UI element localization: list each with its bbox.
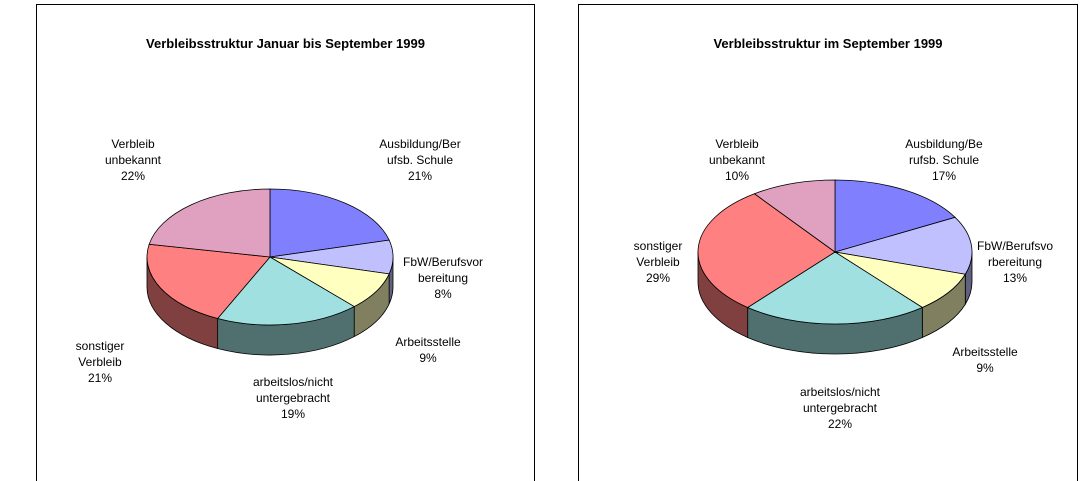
- value-label: 8%: [434, 287, 452, 301]
- slice: [146, 243, 271, 319]
- data-label: FbW/Berufsvor bereitung 8%: [403, 254, 483, 302]
- category-label: arbeitslos/nicht untergebracht: [252, 375, 334, 405]
- category-label: Ausbildung/Ber ufsb. Schule: [379, 137, 461, 167]
- value-label: 22%: [827, 417, 853, 431]
- value-label: 19%: [280, 407, 306, 421]
- category-label: sonstiger Verbleib: [75, 339, 125, 369]
- data-label: Ausbildung/Ber ufsb. Schule 21%: [379, 136, 460, 184]
- chart-frame: [36, 4, 535, 481]
- data-label: sonstiger Verbleib 29%: [634, 238, 683, 286]
- slice: [834, 216, 973, 275]
- category-label: sonstiger Verbleib: [633, 239, 683, 269]
- value-label: 21%: [407, 169, 433, 183]
- slice: [269, 188, 390, 258]
- data-label: FbW/Berufsvo rbereitung 13%: [977, 238, 1053, 286]
- chart-title: Verbleibsstruktur im September 1999: [713, 36, 943, 51]
- category-label: FbW/Berufsvo rbereitung: [976, 239, 1054, 269]
- data-label: Arbeitsstelle 9%: [395, 334, 460, 366]
- category-label: Ausbildung/Be rufsb. Schule: [905, 137, 983, 167]
- slice: [697, 193, 836, 308]
- category-label: arbeitslos/nicht untergebracht: [799, 385, 881, 415]
- data-label: arbeitslos/nicht untergebracht 19%: [253, 374, 333, 422]
- value-label: 9%: [976, 361, 994, 375]
- data-label: Verbleib unbekannt 10%: [709, 136, 765, 184]
- slice: [148, 188, 271, 258]
- slice: [834, 179, 956, 253]
- category-label: Arbeitsstelle: [952, 345, 1018, 359]
- value-label: 22%: [120, 169, 146, 183]
- data-label: sonstiger Verbleib 21%: [76, 338, 125, 386]
- value-label: 21%: [87, 371, 113, 385]
- category-label: FbW/Berufsvor bereitung: [402, 255, 484, 285]
- category-label: Arbeitsstelle: [395, 335, 461, 349]
- data-label: arbeitslos/nicht untergebracht 22%: [800, 384, 880, 432]
- value-label: 13%: [1002, 271, 1028, 285]
- value-label: 29%: [645, 271, 671, 285]
- slice: [216, 256, 356, 326]
- chart-title: Verbleibsstruktur Januar bis September 1…: [146, 36, 425, 51]
- category-label: Verbleib unbekannt: [708, 137, 766, 167]
- data-label: Ausbildung/Be rufsb. Schule 17%: [905, 136, 982, 184]
- category-label: Verbleib unbekannt: [104, 137, 162, 167]
- value-label: 9%: [419, 351, 437, 365]
- data-label: Arbeitsstelle 9%: [952, 344, 1017, 376]
- value-label: 17%: [931, 169, 957, 183]
- slice: [753, 179, 836, 253]
- value-label: 10%: [724, 169, 750, 183]
- slice: [746, 251, 924, 325]
- chart-frame: [578, 4, 1078, 481]
- data-label: Verbleib unbekannt 22%: [105, 136, 161, 184]
